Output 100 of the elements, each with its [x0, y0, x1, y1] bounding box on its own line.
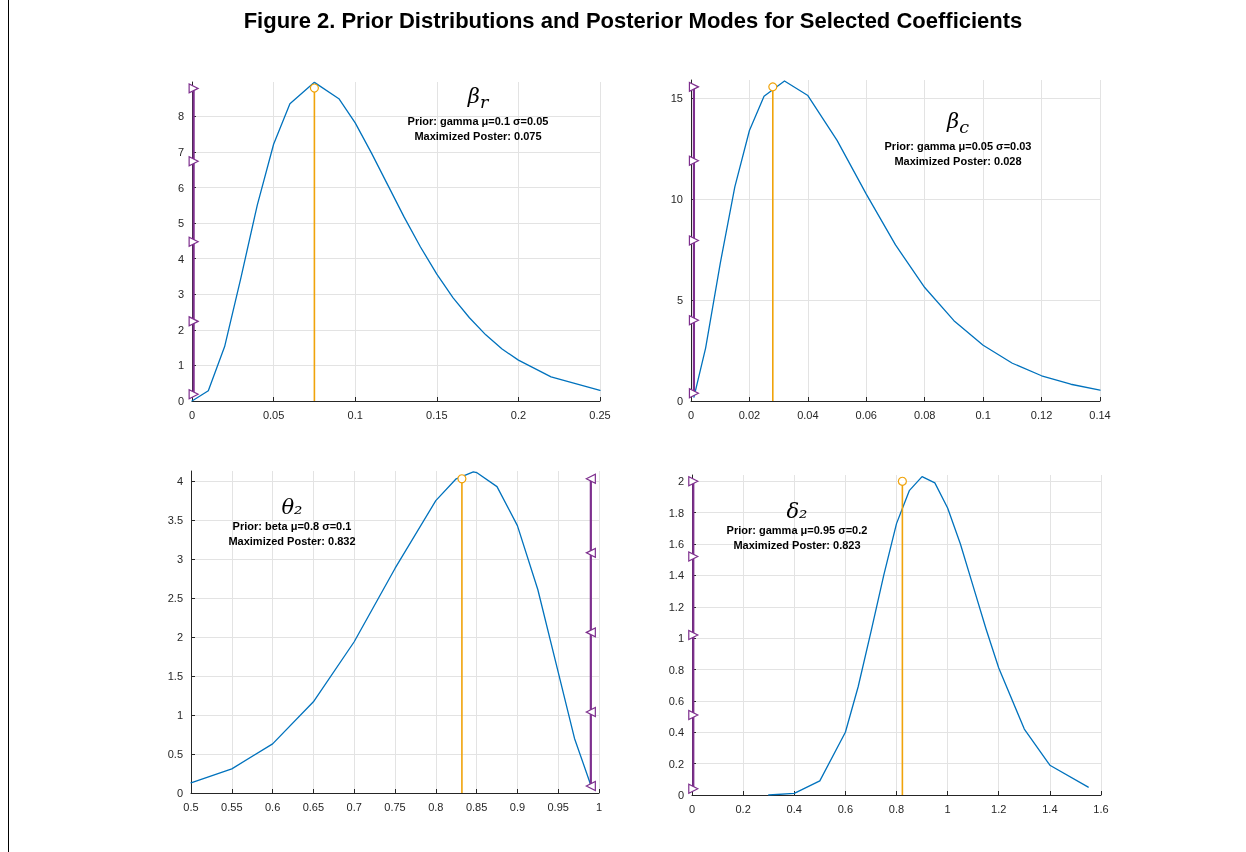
- point: [688, 315, 700, 326]
- y-tick-label: 5: [676, 294, 683, 307]
- point: [309, 83, 319, 93]
- x-tick-label: 0.4: [786, 802, 802, 815]
- annotation: Maximized Poster: 0.028: [893, 154, 1023, 170]
- x-tick-label: 1: [595, 800, 603, 813]
- x-tick-label: 0.55: [221, 800, 243, 813]
- y-tick-label: 0: [176, 787, 183, 799]
- y-tick-label: 0.2: [668, 757, 684, 770]
- x-tick-label: 1.4: [1042, 802, 1058, 815]
- y-tick-label: 2.5: [167, 592, 183, 605]
- y-tick-label: 2: [176, 631, 183, 644]
- point: [188, 389, 199, 400]
- point: [688, 155, 700, 166]
- y-tick-label: 8: [177, 110, 184, 123]
- y-tick-label: 4: [176, 475, 183, 488]
- point: [688, 551, 699, 562]
- x-tick-label: 0.7: [346, 800, 362, 813]
- x-tick-label: 0: [688, 802, 696, 815]
- annotation: Prior: beta μ=0.8 σ=0.1: [231, 519, 353, 534]
- point: [188, 316, 199, 327]
- point: [768, 82, 778, 92]
- x-tick-label: 0.6: [837, 802, 854, 815]
- point: [688, 709, 699, 721]
- x-tick-label: 0.8: [888, 802, 905, 815]
- x-tick-label: 0.95: [547, 800, 569, 813]
- y-tick-label: 3: [176, 553, 183, 566]
- y-tick-label: 15: [670, 92, 683, 105]
- x-tick-label: 0.6: [264, 800, 281, 813]
- annotation: Prior: gamma μ=0.95 σ=0.2: [726, 523, 868, 538]
- y-tick-label: 6: [177, 181, 184, 194]
- y-tick-label: 1.4: [668, 569, 684, 582]
- x-tick-label: 0.85: [465, 800, 488, 813]
- y-tick-label: 1.5: [167, 670, 183, 683]
- y-tick-label: 1: [177, 359, 184, 372]
- annotation: δ₂: [785, 499, 809, 523]
- x-tick-label: 0.75: [384, 800, 406, 813]
- point: [688, 235, 700, 246]
- y-tick-label: 4: [177, 252, 184, 265]
- x-tick-label: 1: [944, 802, 951, 815]
- x-tick-label: 0.2: [735, 802, 751, 815]
- x-tick-label: 0: [188, 408, 196, 421]
- point: [688, 388, 700, 399]
- point: [897, 476, 907, 486]
- x-tick-label: 0: [687, 408, 695, 421]
- point: [688, 476, 699, 487]
- annotation: Prior: gamma μ=0.1 σ=0.05: [407, 114, 549, 130]
- x-tick-label: 0.8: [428, 800, 444, 813]
- y-tick-label: 1.2: [668, 600, 684, 613]
- y-tick-label: 2: [677, 475, 684, 488]
- x-tick-label: 0.08: [914, 408, 936, 421]
- point: [585, 627, 596, 638]
- x-tick-label: 1.2: [991, 802, 1007, 815]
- x-tick-label: 0.05: [262, 408, 285, 421]
- annotation: Maximized Poster: 0.823: [732, 538, 862, 553]
- x-tick-label: 0.15: [426, 408, 448, 421]
- x-tick-label: 0.25: [589, 408, 611, 421]
- y-tick-label: 1.8: [668, 506, 684, 519]
- y-tick-label: 0.5: [167, 748, 183, 761]
- annotation: Maximized Poster: 0.832: [228, 534, 356, 549]
- y-tick-label: 3.5: [167, 514, 183, 527]
- point: [688, 629, 699, 641]
- point: [188, 236, 199, 247]
- point: [585, 780, 596, 792]
- point: [188, 83, 199, 94]
- point: [688, 783, 699, 794]
- y-tick-label: 0.8: [668, 663, 684, 676]
- y-tick-label: 1: [677, 632, 684, 645]
- y-tick-label: 0.6: [668, 694, 684, 707]
- point: [585, 473, 596, 484]
- x-tick-label: 0.04: [797, 408, 819, 421]
- y-tick-label: 5: [177, 217, 184, 230]
- y-tick-label: 0: [177, 395, 184, 407]
- point: [585, 547, 596, 558]
- point: [457, 474, 467, 484]
- point: [585, 706, 596, 718]
- chart-title: Figure 2. Prior Distributions and Posterior Modes for Selected Coefficients: [242, 8, 1024, 34]
- x-tick-label: 0.06: [855, 408, 877, 421]
- x-tick-label: 0.12: [1030, 408, 1053, 421]
- point: [188, 156, 199, 167]
- y-tick-label: 1.6: [668, 538, 684, 551]
- y-tick-label: 7: [177, 146, 184, 159]
- annotation: Prior: gamma μ=0.05 σ=0.03: [884, 139, 1032, 155]
- x-tick-label: 0.1: [347, 408, 363, 421]
- annotation: β$_{c}$: [945, 109, 970, 140]
- y-tick-label: 0: [676, 395, 683, 407]
- annotation: θ₂: [280, 495, 304, 519]
- x-tick-label: 0.9: [509, 800, 526, 813]
- x-tick-label: 0.14: [1089, 408, 1111, 421]
- y-tick-label: 3: [177, 288, 184, 301]
- y-tick-label: 10: [670, 193, 683, 206]
- x-tick-label: 0.65: [302, 800, 325, 813]
- y-tick-label: 2: [177, 323, 184, 336]
- y-tick-label: 0.4: [668, 726, 684, 739]
- y-tick-label: 1: [176, 709, 183, 722]
- annotation: β$_{r}$: [466, 84, 490, 115]
- annotation: Maximized Poster: 0.075: [413, 129, 543, 145]
- x-tick-label: 0.1: [975, 408, 991, 421]
- point: [688, 81, 700, 92]
- x-tick-label: 1.6: [1093, 802, 1109, 815]
